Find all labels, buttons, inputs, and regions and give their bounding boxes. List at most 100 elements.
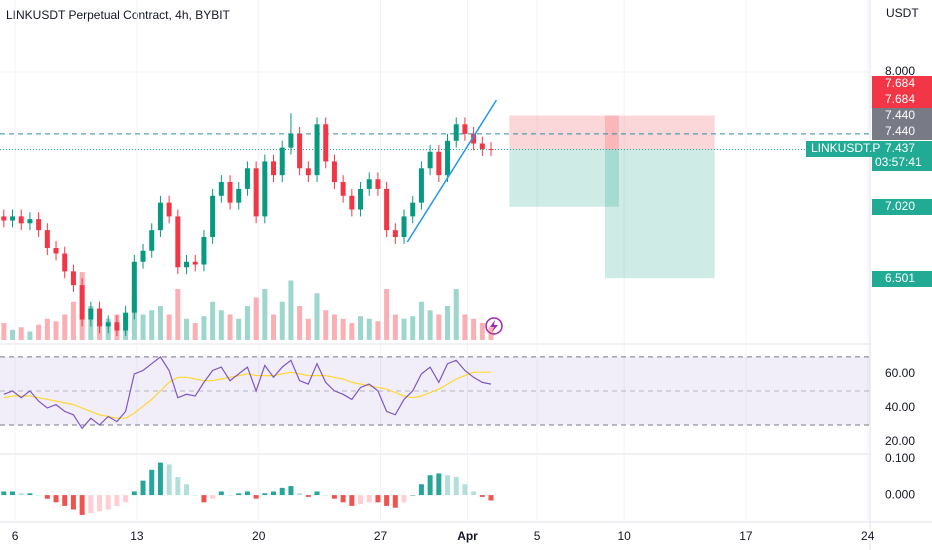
histogram-bar xyxy=(418,484,424,496)
histogram-bar xyxy=(36,495,42,496)
candle-body xyxy=(244,168,250,189)
candle-body xyxy=(323,124,329,162)
candle-body xyxy=(349,195,355,210)
volume-bar xyxy=(175,289,181,340)
currency: USDT xyxy=(886,6,919,20)
histogram-bar xyxy=(227,495,233,496)
candle-body xyxy=(18,216,24,224)
volume-bar xyxy=(18,327,24,340)
candle-body xyxy=(236,188,242,203)
volume-bar xyxy=(157,306,163,340)
x-tick-label: 24 xyxy=(861,529,875,543)
histogram-bar xyxy=(131,491,137,496)
volume-bar xyxy=(44,318,50,340)
histogram-bar xyxy=(479,495,485,497)
candle-body xyxy=(340,182,346,196)
candle-body xyxy=(384,188,390,231)
chart-title: LINKUSDT Perpetual Contract, 4h, BYBIT xyxy=(6,8,231,22)
candle-body xyxy=(201,237,207,265)
volume-bar xyxy=(471,318,477,340)
candle-body xyxy=(105,322,111,327)
candle-body xyxy=(358,188,364,210)
trend-line xyxy=(406,99,498,243)
histogram-bar xyxy=(218,491,224,496)
histogram-bar xyxy=(1,491,7,496)
candle-body xyxy=(436,151,442,176)
histogram-bar xyxy=(10,491,16,496)
volume-bar xyxy=(236,318,242,340)
candle-body xyxy=(140,250,146,262)
candle-body xyxy=(10,216,16,221)
histogram-bar xyxy=(210,495,216,499)
volume-bar xyxy=(340,318,346,340)
histogram-bar xyxy=(401,495,407,503)
volume-bar xyxy=(149,310,155,340)
candle-body xyxy=(62,253,68,272)
volume-bar xyxy=(192,323,198,340)
volume-bar xyxy=(375,321,381,340)
candle-body xyxy=(184,261,190,268)
histogram-bar xyxy=(166,464,172,496)
volume-bar xyxy=(201,316,207,340)
histogram-bar xyxy=(384,495,390,506)
histogram-bar xyxy=(262,493,268,496)
volume-bar xyxy=(70,301,76,340)
volume-bar xyxy=(410,316,416,340)
volume-bar xyxy=(218,310,224,340)
candle-body xyxy=(79,285,85,320)
candle-body xyxy=(279,147,285,176)
candle-body xyxy=(149,230,155,251)
volume-bar xyxy=(305,318,311,340)
candle-body xyxy=(418,168,424,203)
target-zone xyxy=(604,149,715,279)
price-label: 7.440 xyxy=(885,108,915,122)
histogram-bar xyxy=(192,495,198,496)
volume-bar xyxy=(453,289,459,340)
candle-body xyxy=(36,219,42,231)
price-label: 7.684 xyxy=(885,92,915,106)
candle-body xyxy=(44,230,50,249)
histogram-bar xyxy=(123,495,129,503)
histogram-bar xyxy=(436,473,442,496)
price-label-box xyxy=(872,76,932,92)
price-label-box xyxy=(872,271,932,287)
volume-bar xyxy=(166,314,172,340)
x-tick-label: 20 xyxy=(252,529,266,543)
volume-bar xyxy=(349,323,355,340)
volume-bar xyxy=(36,324,42,340)
histogram-bar xyxy=(288,486,294,496)
candle-body xyxy=(1,216,7,221)
histogram-bar xyxy=(201,495,207,503)
symbol-label-box xyxy=(806,141,872,157)
y-tick-label: 0.100 xyxy=(885,451,915,465)
alert-icon-bolt xyxy=(490,320,498,332)
volume-bar xyxy=(53,321,59,340)
stop-zone xyxy=(509,115,619,150)
volume-bar xyxy=(384,289,390,340)
histogram-bar xyxy=(375,495,381,503)
histogram-bar xyxy=(79,495,85,515)
candle-body xyxy=(53,248,59,254)
x-tick-label: 17 xyxy=(739,529,753,543)
price-label-box xyxy=(872,124,932,140)
candle-body xyxy=(166,202,172,217)
candle-body xyxy=(410,202,416,217)
candle-body xyxy=(114,322,120,331)
volume-bar xyxy=(462,314,468,340)
histogram-bar xyxy=(175,477,181,496)
histogram-bar xyxy=(18,493,24,496)
alert-icon[interactable] xyxy=(485,317,503,335)
volume-bar xyxy=(288,280,294,340)
candle-body xyxy=(157,202,163,231)
histogram-bar xyxy=(244,491,250,496)
histogram-bar xyxy=(53,495,59,503)
volume-bar xyxy=(314,293,320,340)
histogram-bar xyxy=(297,493,303,496)
histogram-bar xyxy=(462,484,468,496)
price-label: 6.501 xyxy=(885,271,915,285)
candle-body xyxy=(331,161,337,183)
price-label: 7.440 xyxy=(885,124,915,138)
volume-bar xyxy=(227,314,233,340)
volume-bar xyxy=(323,310,329,340)
candle-body xyxy=(288,133,294,148)
